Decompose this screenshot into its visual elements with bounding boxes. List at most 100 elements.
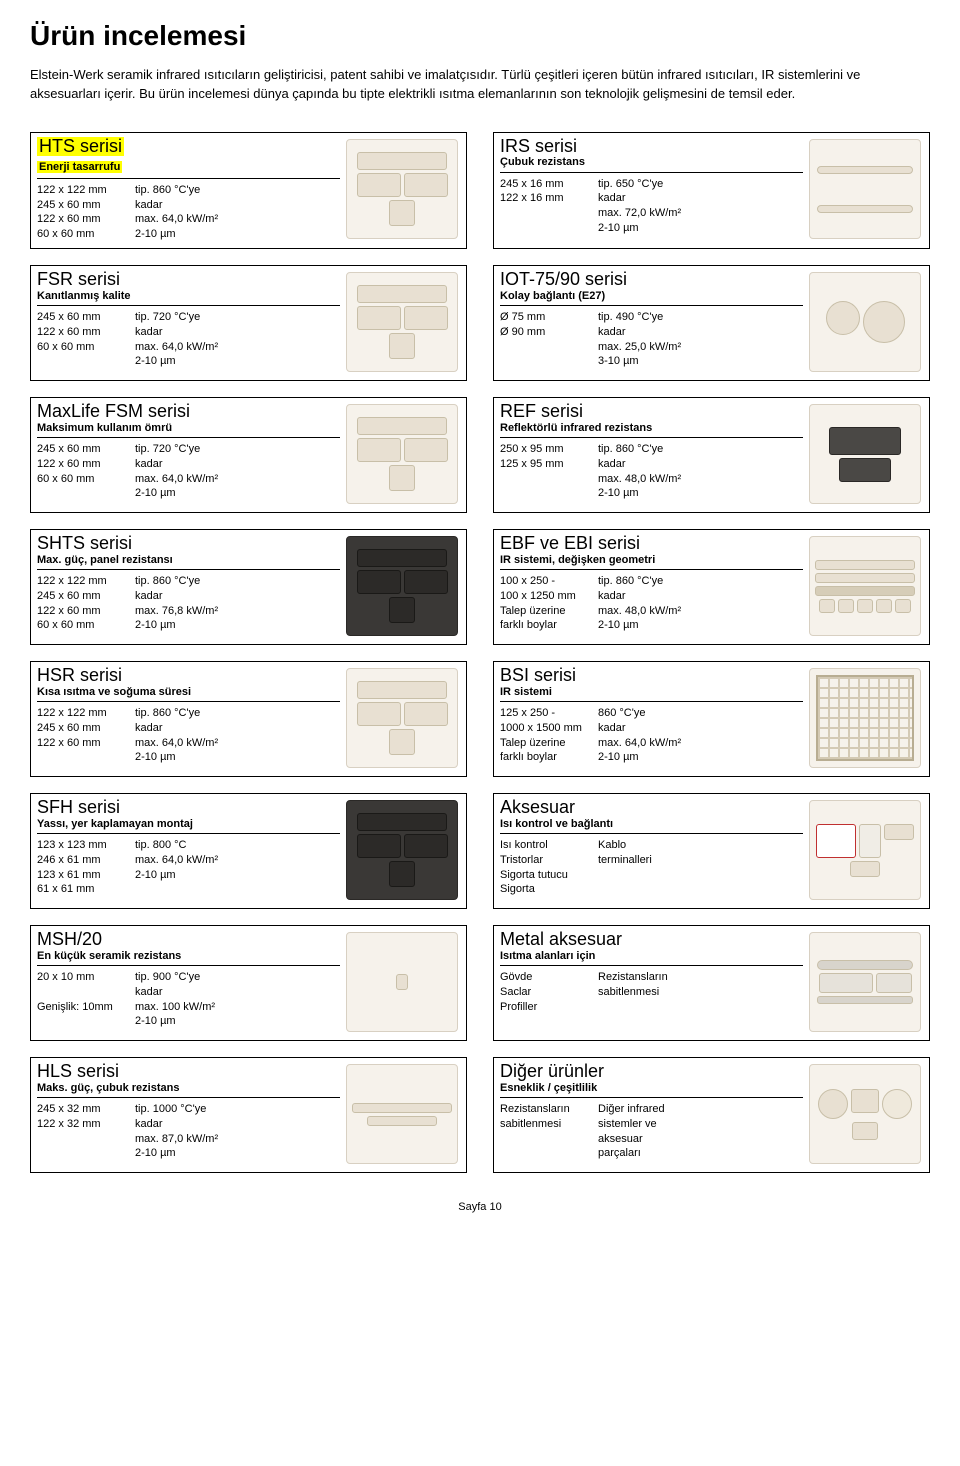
- card-title: MaxLife FSM serisi: [37, 402, 340, 422]
- card-divider: [37, 305, 340, 306]
- card-divider: [37, 965, 340, 966]
- page-title: Ürün incelemesi: [30, 20, 930, 52]
- product-image: [346, 800, 458, 900]
- product-image: [346, 932, 458, 1032]
- card-subtitle: IR sistemi, değişken geometri: [500, 554, 803, 566]
- product-image: [809, 404, 921, 504]
- product-card: BSI serisiIR sistemi125 x 250 - 1000 x 1…: [493, 661, 930, 777]
- card-divider: [500, 305, 803, 306]
- spec-ratings: Rezistansların sabitlenmesi: [598, 970, 718, 1015]
- spec-ratings: tip. 860 °C'ye kadar max. 76,8 kW/m² 2-1…: [135, 574, 255, 633]
- card-subtitle: Esneklik / çeşitlilik: [500, 1082, 803, 1094]
- card-divider: [500, 701, 803, 702]
- product-image: [809, 932, 921, 1032]
- product-image: [809, 668, 921, 768]
- card-divider: [37, 1097, 340, 1098]
- spec-ratings: tip. 1000 °C'ye kadar max. 87,0 kW/m² 2-…: [135, 1102, 255, 1161]
- product-image: [346, 536, 458, 636]
- card-title: MSH/20: [37, 930, 340, 950]
- spec-dimensions: 123 x 123 mm 246 x 61 mm 123 x 61 mm 61 …: [37, 838, 135, 897]
- card-title: Aksesuar: [500, 798, 803, 818]
- product-image: [809, 139, 921, 239]
- spec-ratings: tip. 800 °C max. 64,0 kW/m² 2-10 µm: [135, 838, 255, 897]
- card-subtitle: Yassı, yer kaplamayan montaj: [37, 818, 340, 830]
- card-title: FSR serisi: [37, 270, 340, 290]
- spec-ratings: Kablo terminalleri: [598, 838, 718, 897]
- card-divider: [500, 569, 803, 570]
- spec-ratings: tip. 650 °C'ye kadar max. 72,0 kW/m² 2-1…: [598, 177, 718, 236]
- spec-dimensions: 100 x 250 - 100 x 1250 mm Talep üzerine …: [500, 574, 598, 633]
- page-footer: Sayfa 10: [30, 1201, 930, 1213]
- product-card: SFH serisiYassı, yer kaplamayan montaj12…: [30, 793, 467, 909]
- product-image: [346, 404, 458, 504]
- card-title: HSR serisi: [37, 666, 340, 686]
- card-title: IOT-75/90 serisi: [500, 270, 803, 290]
- product-card: Metal aksesuarIsıtma alanları için Gövde …: [493, 925, 930, 1041]
- product-card: REF serisiReflektörlü infrared rezistans…: [493, 397, 930, 513]
- product-grid: HTS serisi Enerji tasarrufu 122 x 122 mm 2…: [30, 132, 930, 1173]
- product-image: [346, 272, 458, 372]
- spec-ratings: tip. 860 °C'ye kadar max. 48,0 kW/m² 2-1…: [598, 574, 718, 633]
- card-title: EBF ve EBI serisi: [500, 534, 803, 554]
- product-card: HLS serisiMaks. güç, çubuk rezistans245 …: [30, 1057, 467, 1173]
- card-title: HTS serisi: [39, 137, 122, 157]
- card-title: REF serisi: [500, 402, 803, 422]
- spec-ratings: tip. 490 °C'ye kadar max. 25,0 kW/m² 3-1…: [598, 310, 718, 369]
- card-title: Metal aksesuar: [500, 930, 803, 950]
- product-card: MaxLife FSM serisiMaksimum kullanım ömrü…: [30, 397, 467, 513]
- card-divider: [37, 833, 340, 834]
- card-divider: [500, 437, 803, 438]
- card-title: IRS serisi: [500, 137, 803, 157]
- spec-dimensions: 122 x 122 mm 245 x 60 mm 122 x 60 mm 60 …: [37, 574, 135, 633]
- product-card: AksesuarIsı kontrol ve bağlantı Isı kontr…: [493, 793, 930, 909]
- spec-ratings: tip. 860 °C'ye kadar max. 64,0 kW/m² 2-1…: [135, 183, 255, 242]
- spec-dimensions: 245 x 60 mm 122 x 60 mm 60 x 60 mm: [37, 442, 135, 501]
- spec-dimensions: Ø 75 mm Ø 90 mm: [500, 310, 598, 369]
- spec-ratings: Diğer infrared sistemler ve aksesuar par…: [598, 1102, 718, 1161]
- product-card: IRS serisiÇubuk rezistans245 x 16 mm 122…: [493, 132, 930, 249]
- card-title: Diğer ürünler: [500, 1062, 803, 1082]
- card-title: HLS serisi: [37, 1062, 340, 1082]
- intro-paragraph: Elstein-Werk seramik infrared ısıtıcılar…: [30, 66, 930, 104]
- card-subtitle: En küçük seramik rezistans: [37, 950, 340, 962]
- product-image: [346, 668, 458, 768]
- spec-ratings: tip. 720 °C'ye kadar max. 64,0 kW/m² 2-1…: [135, 310, 255, 369]
- spec-ratings: tip. 860 °C'ye kadar max. 48,0 kW/m² 2-1…: [598, 442, 718, 501]
- spec-dimensions: Gövde Saclar Profiller: [500, 970, 598, 1015]
- product-image: [809, 536, 921, 636]
- card-divider: [37, 701, 340, 702]
- card-subtitle: Kolay bağlantı (E27): [500, 290, 803, 302]
- spec-dimensions: 125 x 250 - 1000 x 1500 mm Talep üzerine…: [500, 706, 598, 765]
- spec-dimensions: 245 x 16 mm 122 x 16 mm: [500, 177, 598, 236]
- product-image: [809, 1064, 921, 1164]
- card-title: SHTS serisi: [37, 534, 340, 554]
- card-subtitle: Reflektörlü infrared rezistans: [500, 422, 803, 434]
- product-card: SHTS serisiMax. güç, panel rezistansı 122…: [30, 529, 467, 645]
- card-subtitle: Isı kontrol ve bağlantı: [500, 818, 803, 830]
- card-divider: [500, 172, 803, 173]
- card-subtitle: Enerji tasarrufu: [39, 161, 120, 173]
- spec-dimensions: 250 x 95 mm 125 x 95 mm: [500, 442, 598, 501]
- spec-dimensions: Isı kontrol Tristorlar Sigorta tutucu Si…: [500, 838, 598, 897]
- product-image: [346, 139, 458, 239]
- card-subtitle: Maksimum kullanım ömrü: [37, 422, 340, 434]
- spec-dimensions: 245 x 60 mm 122 x 60 mm 60 x 60 mm: [37, 310, 135, 369]
- card-subtitle: Isıtma alanları için: [500, 950, 803, 962]
- product-card: Diğer ürünlerEsneklik / çeşitlilikRezist…: [493, 1057, 930, 1173]
- card-title: BSI serisi: [500, 666, 803, 686]
- card-subtitle: Maks. güç, çubuk rezistans: [37, 1082, 340, 1094]
- spec-ratings: tip. 720 °C'ye kadar max. 64,0 kW/m² 2-1…: [135, 442, 255, 501]
- product-card: IOT-75/90 serisiKolay bağlantı (E27) Ø 75…: [493, 265, 930, 381]
- product-card: FSR serisiKanıtlanmış kalite 245 x 60 mm …: [30, 265, 467, 381]
- spec-ratings: 860 °C'ye kadar max. 64,0 kW/m² 2-10 µm: [598, 706, 718, 765]
- spec-ratings: tip. 900 °C'ye kadar max. 100 kW/m² 2-10…: [135, 970, 255, 1029]
- card-subtitle: Kanıtlanmış kalite: [37, 290, 340, 302]
- card-divider: [500, 1097, 803, 1098]
- product-image: [809, 800, 921, 900]
- product-image: [809, 272, 921, 372]
- card-divider: [500, 965, 803, 966]
- card-subtitle: Max. güç, panel rezistansı: [37, 554, 340, 566]
- product-card: MSH/20En küçük seramik rezistans20 x 10 …: [30, 925, 467, 1041]
- card-divider: [37, 437, 340, 438]
- product-card: HTS serisiEnerji tasarrufu122 x 122 mm 2…: [30, 132, 467, 249]
